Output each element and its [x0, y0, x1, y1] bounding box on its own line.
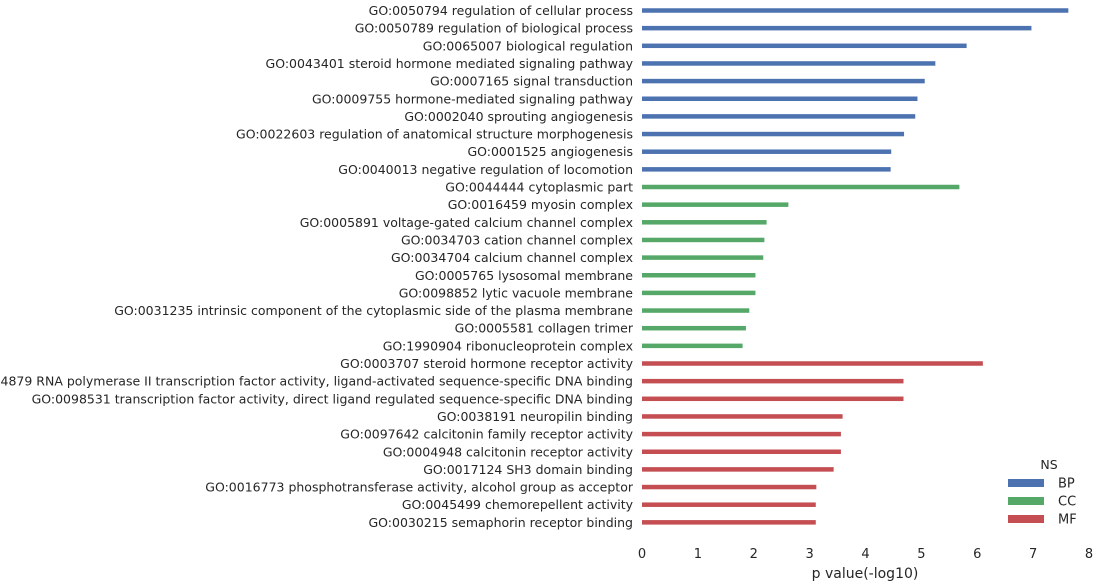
x-tick-label: 4: [861, 547, 869, 562]
legend-swatch: [1008, 479, 1044, 487]
category-label: GO:0005891 voltage-gated calcium channel…: [300, 215, 633, 230]
category-label: GO:0043401 steroid hormone mediated sign…: [266, 56, 634, 71]
legend-label: CC: [1058, 495, 1076, 510]
category-label: GO:0004879 RNA polymerase II transcripti…: [0, 374, 633, 389]
category-label: GO:0038191 neuropilin binding: [437, 409, 633, 424]
x-tick-label: 2: [750, 547, 758, 562]
bar: [642, 449, 841, 454]
legend-title: NS: [1040, 457, 1057, 472]
bar: [642, 202, 789, 207]
category-label: GO:0034703 cation channel complex: [401, 232, 633, 247]
category-label: GO:0001525 angiogenesis: [467, 144, 633, 159]
bar: [642, 25, 1032, 31]
category-label: GO:0009755 hormone-mediated signaling pa…: [312, 91, 634, 106]
category-label: GO:0016459 myosin complex: [448, 197, 633, 212]
category-label: GO:0003707 steroid hormone receptor acti…: [340, 356, 633, 371]
x-tick-group: 0 1 2 3 4 5 6 7 8: [638, 547, 1093, 562]
category-label: GO:0098531 transcription factor activity…: [32, 391, 633, 406]
category-label: GO:0065007 biological regulation: [423, 38, 633, 53]
legend-label: MF: [1058, 513, 1077, 528]
x-tick-label: 1: [694, 547, 702, 562]
category-label: GO:0050789 regulation of biological proc…: [355, 21, 633, 36]
category-label: GO:0007165 signal transduction: [430, 74, 633, 89]
category-label: GO:0098852 lytic vacuole membrane: [399, 285, 634, 300]
bar: [642, 308, 750, 313]
bar: [642, 431, 841, 437]
category-label: GO:0022603 regulation of anatomical stru…: [236, 127, 633, 142]
bar: [642, 520, 816, 525]
bar: [642, 149, 892, 154]
bar: [642, 184, 960, 190]
bar: [642, 96, 918, 101]
x-tick-label: 8: [1085, 547, 1093, 562]
category-label: GO:0097642 calcitonin family receptor ac…: [340, 427, 633, 442]
legend-entries: BP CC MF: [1008, 477, 1077, 528]
legend-swatch: [1008, 515, 1044, 523]
bar: [642, 361, 983, 366]
category-label: GO:1990904 ribonucleoprotein complex: [383, 338, 633, 353]
bar: [642, 484, 817, 490]
bar: [642, 114, 916, 119]
bar: [642, 131, 905, 137]
bar: [642, 78, 925, 84]
bar: [642, 467, 834, 472]
category-label: GO:0034704 calcium channel complex: [391, 250, 633, 265]
x-tick-label: 0: [638, 547, 646, 562]
category-label: GO:0017124 SH3 domain binding: [423, 462, 633, 477]
bar: [642, 273, 756, 278]
category-label: GO:0044444 cytoplasmic part: [445, 180, 633, 195]
category-label: GO:0002040 sprouting angiogenesis: [404, 109, 633, 124]
category-label-group: GO:0050794 regulation of cellular proces…: [0, 3, 634, 530]
bar: [642, 325, 746, 331]
x-tick-label: 6: [973, 547, 981, 562]
x-tick-label: 3: [805, 547, 813, 562]
bar: [642, 502, 816, 507]
bar: [642, 378, 904, 384]
category-label: GO:0005765 lysosomal membrane: [415, 268, 633, 283]
bar: [642, 61, 936, 66]
bar: [642, 237, 765, 243]
category-label: GO:0050794 regulation of cellular proces…: [369, 3, 633, 18]
category-label: GO:0004948 calcitonin receptor activity: [383, 444, 634, 459]
bar: [642, 220, 767, 225]
legend-label: BP: [1058, 477, 1075, 492]
bar: [642, 396, 904, 402]
bar: [642, 414, 843, 419]
x-tick-label: 5: [917, 547, 925, 562]
category-label: GO:0016773 phosphotransferase activity, …: [205, 480, 634, 495]
category-label: GO:0005581 collagen trimer: [455, 321, 634, 336]
category-label: GO:0040013 negative regulation of locomo…: [338, 162, 633, 177]
bar: [642, 8, 1069, 13]
category-label: GO:0045499 chemorepellent activity: [402, 497, 634, 512]
bar-group: [642, 8, 1069, 525]
bar: [642, 43, 967, 49]
bar: [642, 167, 891, 172]
x-tick-label: 7: [1029, 547, 1037, 562]
bar: [642, 343, 743, 349]
bar: [642, 290, 756, 296]
legend: NS BP CC MF: [1008, 457, 1077, 528]
legend-swatch: [1008, 497, 1044, 505]
bar: [642, 255, 764, 260]
x-axis-label: p value(-log10): [812, 566, 919, 582]
category-label: GO:0031235 intrinsic component of the cy…: [114, 303, 633, 318]
category-label: GO:0030215 semaphorin receptor binding: [368, 515, 633, 530]
